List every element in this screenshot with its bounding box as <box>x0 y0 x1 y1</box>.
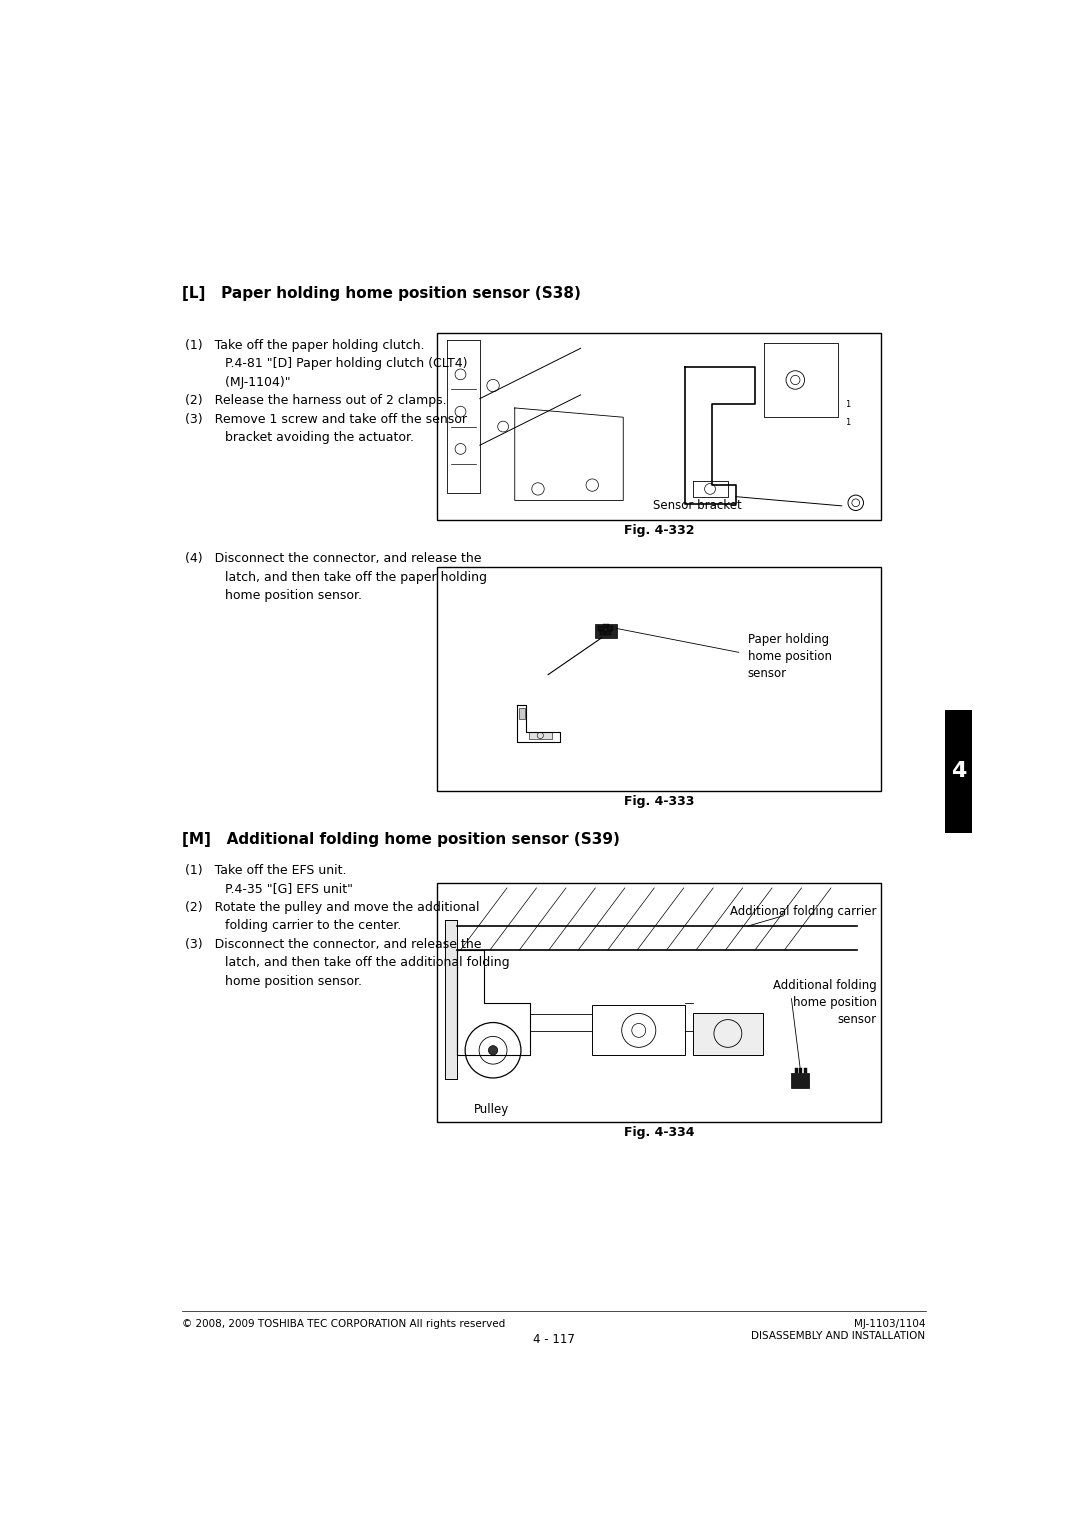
Bar <box>693 1012 762 1055</box>
Bar <box>804 1069 807 1073</box>
Text: Additional folding
home position
sensor: Additional folding home position sensor <box>773 979 877 1026</box>
Bar <box>603 625 609 629</box>
Bar <box>595 625 617 638</box>
Bar <box>799 1069 802 1073</box>
Text: (1)   Take off the paper holding clutch.
          P.4-81 "[D] Paper holding clu: (1) Take off the paper holding clutch. P… <box>186 339 468 444</box>
Bar <box>437 568 880 791</box>
Bar <box>600 631 607 635</box>
Bar <box>518 707 525 719</box>
Text: Fig. 4-334: Fig. 4-334 <box>623 1125 694 1139</box>
Bar <box>598 626 604 631</box>
Text: 4: 4 <box>950 760 967 782</box>
Bar <box>437 883 880 1122</box>
Bar <box>529 733 552 739</box>
Text: (1)   Take off the EFS unit.
          P.4-35 "[G] EFS unit"
(2)   Rotate the pu: (1) Take off the EFS unit. P.4-35 "[G] E… <box>186 864 510 988</box>
Text: DISASSEMBLY AND INSTALLATION: DISASSEMBLY AND INSTALLATION <box>752 1332 926 1341</box>
Bar <box>605 631 611 635</box>
Text: Paper holding
home position
sensor: Paper holding home position sensor <box>747 634 832 681</box>
Text: (4)   Disconnect the connector, and release the
          latch, and then take o: (4) Disconnect the connector, and releas… <box>186 553 487 602</box>
Text: 1: 1 <box>846 418 851 428</box>
Text: [M]   Additional folding home position sensor (S39): [M] Additional folding home position sen… <box>181 832 619 846</box>
Text: Fig. 4-333: Fig. 4-333 <box>624 794 694 808</box>
Bar <box>945 710 972 832</box>
Circle shape <box>488 1046 498 1055</box>
Text: © 2008, 2009 TOSHIBA TEC CORPORATION All rights reserved: © 2008, 2009 TOSHIBA TEC CORPORATION All… <box>181 1319 504 1328</box>
Bar <box>607 626 613 631</box>
Bar <box>795 1069 798 1073</box>
Text: Pulley: Pulley <box>474 1102 509 1116</box>
Text: MJ-1103/1104: MJ-1103/1104 <box>854 1319 926 1328</box>
Text: [L]   Paper holding home position sensor (S38): [L] Paper holding home position sensor (… <box>181 286 580 301</box>
Text: Additional folding carrier: Additional folding carrier <box>730 906 877 918</box>
Text: 4 - 117: 4 - 117 <box>532 1333 575 1345</box>
Text: Fig. 4-332: Fig. 4-332 <box>623 524 694 536</box>
Bar <box>437 333 880 519</box>
Bar <box>792 1073 809 1089</box>
Bar <box>592 1005 685 1055</box>
Text: Sensor bracket: Sensor bracket <box>653 499 742 512</box>
Text: 1: 1 <box>846 400 851 409</box>
Polygon shape <box>445 919 457 1080</box>
